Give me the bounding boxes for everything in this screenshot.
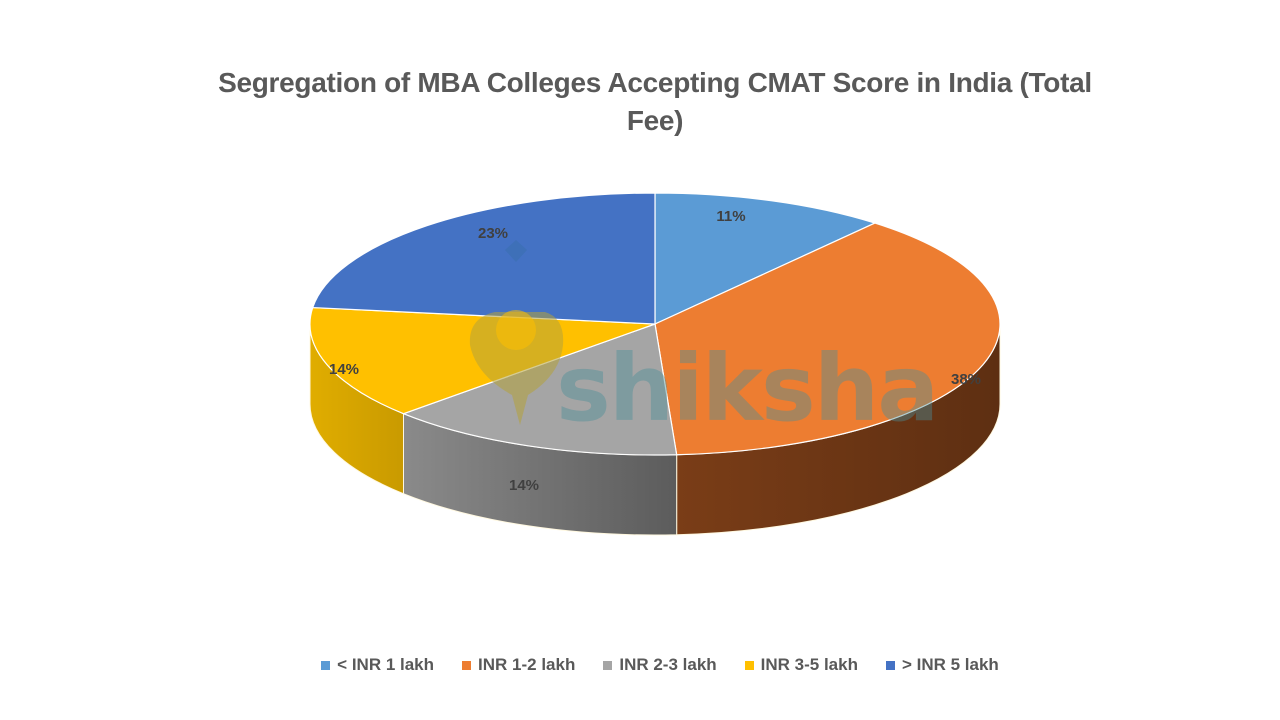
shiksha-watermark: shiksha — [469, 240, 939, 442]
data-label-1-2-lakh: 38% — [951, 371, 981, 388]
legend-item-2-3-lakh[interactable]: INR 2-3 lakh — [603, 655, 717, 675]
watermark-logo-icon — [469, 312, 564, 425]
legend-label: < INR 1 lakh — [337, 655, 435, 674]
data-label-3-5-lakh: 14% — [329, 361, 359, 378]
legend-swatch-icon — [462, 660, 472, 670]
legend-item-1-2-lakh[interactable]: INR 1-2 lakh — [462, 655, 575, 675]
pie-slice-2-3-lakh[interactable] — [401, 323, 678, 456]
legend-item-3-5-lakh[interactable]: INR 3-5 lakh — [744, 655, 858, 675]
legend-label: INR 2-3 lakh — [619, 655, 717, 674]
pie-slices — [309, 192, 1001, 456]
chart-title-line-2: Fee) — [626, 105, 684, 136]
legend-item-lt-1-lakh[interactable]: < INR 1 lakh — [321, 655, 434, 675]
pie-slice-1-2-lakh[interactable] — [654, 222, 1001, 456]
watermark-text: shiksha — [556, 335, 937, 442]
legend-label: INR 1-2 lakh — [478, 655, 576, 674]
chart-title-line-1: Segregation of MBA Colleges Accepting CM… — [218, 67, 1092, 98]
pie-slice-gt-5-lakh[interactable] — [311, 192, 656, 325]
chart-title: Segregation of MBA Colleges Accepting CM… — [0, 64, 1280, 140]
data-label-2-3-lakh: 14% — [509, 477, 539, 494]
watermark-cap-icon — [505, 240, 527, 262]
legend-swatch-icon — [603, 660, 613, 670]
data-labels: 11% 38% 14% 14% 23% — [329, 208, 981, 494]
chart-legend: < INR 1 lakh INR 1-2 lakh INR 2-3 lakh I… — [0, 655, 1280, 675]
legend-swatch-icon — [321, 660, 331, 670]
data-label-lt-1-lakh: 11% — [716, 208, 745, 225]
pie-slice-lt-1-lakh[interactable] — [654, 192, 877, 325]
legend-label: > INR 5 lakh — [901, 655, 999, 674]
legend-label: INR 3-5 lakh — [760, 655, 858, 674]
legend-swatch-icon — [885, 660, 895, 670]
data-label-gt-5-lakh: 23% — [478, 225, 508, 242]
legend-swatch-icon — [744, 660, 754, 670]
watermark-logo-dot-icon — [496, 310, 536, 350]
legend-item-gt-5-lakh[interactable]: > INR 5 lakh — [885, 655, 999, 675]
